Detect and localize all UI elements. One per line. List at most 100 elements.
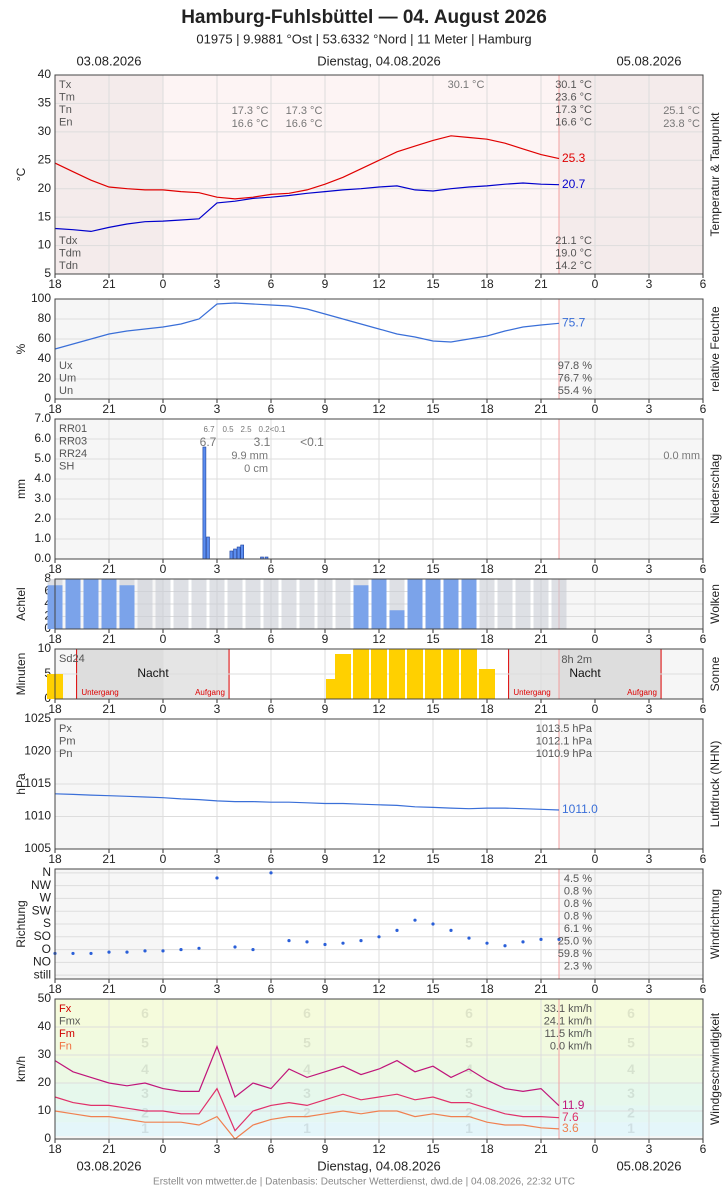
x-tick-label: 0 xyxy=(592,1142,599,1156)
y-tick-label: 35 xyxy=(38,96,52,110)
x-tick-label: 3 xyxy=(214,982,221,996)
night-shade xyxy=(559,419,703,559)
beaufort-label: 1 xyxy=(627,1120,635,1136)
stat-label: RR03 xyxy=(59,435,87,447)
note: 30.1 °C xyxy=(448,79,485,91)
cloud-background xyxy=(497,579,513,629)
beaufort-label: 2 xyxy=(627,1105,635,1121)
y-tick-label: 15 xyxy=(38,209,52,223)
x-tick-label: 3 xyxy=(646,277,653,291)
x-tick-label: 15 xyxy=(426,562,440,576)
stat-label: 30.1 °C xyxy=(555,79,592,91)
stat-label: Un xyxy=(59,385,73,397)
series-line xyxy=(54,1044,560,1107)
x-tick-label: 12 xyxy=(372,277,386,291)
y-tick-label: S xyxy=(43,916,51,930)
stat-label: 55.4 % xyxy=(558,385,592,397)
point xyxy=(395,928,399,932)
x-tick-label: 6 xyxy=(268,277,275,291)
x-tick-label: 21 xyxy=(534,702,548,716)
x-tick-label: 18 xyxy=(48,632,62,646)
x-tick-label: 3 xyxy=(646,702,653,716)
point xyxy=(161,949,165,953)
bar xyxy=(461,579,477,629)
note: Aufgang xyxy=(627,688,657,697)
x-tick-label: 18 xyxy=(480,632,494,646)
x-tick-label: 12 xyxy=(372,402,386,416)
point xyxy=(467,936,471,940)
date-left: 03.08.2026 xyxy=(76,53,141,68)
x-tick-label: 0 xyxy=(160,562,167,576)
x-tick-label: 21 xyxy=(102,277,116,291)
x-tick-label: 18 xyxy=(480,562,494,576)
y-tick-label: still xyxy=(34,967,51,981)
point xyxy=(269,871,273,875)
bar xyxy=(425,579,441,629)
plot-frame xyxy=(54,868,704,980)
x-tick-label: 6 xyxy=(700,702,707,716)
stat-label: 19.0 °C xyxy=(555,247,592,259)
x-tick-label: 21 xyxy=(102,852,116,866)
bar xyxy=(479,669,495,699)
bar xyxy=(83,579,99,629)
x-tick-label: 0 xyxy=(160,1142,167,1156)
point xyxy=(125,950,129,954)
point xyxy=(215,876,219,880)
x-tick-label: 3 xyxy=(646,562,653,576)
point xyxy=(503,944,507,948)
x-tick-label: 9 xyxy=(322,277,329,291)
cloud-background xyxy=(299,579,315,629)
point xyxy=(107,950,111,954)
point xyxy=(557,937,561,941)
note: 8h 2m xyxy=(561,654,592,666)
bar xyxy=(425,649,441,699)
beaufort-label: 4 xyxy=(627,1061,635,1077)
side-label: Sonne xyxy=(708,656,722,691)
y-tick-label: NW xyxy=(31,878,52,892)
point xyxy=(413,918,417,922)
point xyxy=(287,939,291,943)
stat-label: 33.1 km/h xyxy=(544,1003,592,1015)
end-label: 25.3 xyxy=(562,151,586,165)
bar xyxy=(371,649,387,699)
note: 16.6 °C xyxy=(286,118,323,130)
note: 0.5 xyxy=(222,425,234,434)
end-label: 75.7 xyxy=(562,315,586,329)
y-axis-label: Richtung xyxy=(14,900,28,947)
point xyxy=(89,951,93,956)
y-tick-label: 60 xyxy=(38,331,52,345)
y-tick-label: 1010 xyxy=(24,809,51,823)
note: 2.5 xyxy=(240,425,252,434)
x-tick-label: 6 xyxy=(268,852,275,866)
bar xyxy=(202,446,207,560)
x-tick-label: 6 xyxy=(268,562,275,576)
stat-label: Tn xyxy=(59,104,72,116)
x-tick-label: 21 xyxy=(102,1142,116,1156)
x-tick-label: 18 xyxy=(48,277,62,291)
stat-label: 59.8 % xyxy=(558,948,592,960)
stat-label: 21.1 °C xyxy=(555,235,592,247)
x-tick-label: 21 xyxy=(534,562,548,576)
beaufort-label: 6 xyxy=(141,1005,149,1021)
bar xyxy=(389,649,405,699)
x-tick-label: 6 xyxy=(268,702,275,716)
side-label: relative Feuchte xyxy=(708,306,722,392)
x-tick-label: 0 xyxy=(160,277,167,291)
bar xyxy=(65,579,81,629)
x-tick-label: 6 xyxy=(268,632,275,646)
note: Nacht xyxy=(569,666,601,680)
y-tick-label: 10 xyxy=(38,238,52,252)
stat-label: 76.7 % xyxy=(558,372,592,384)
y-tick-label: 100 xyxy=(31,291,51,305)
date-center: Dienstag, 04.08.2026 xyxy=(317,53,441,68)
x-tick-label: 21 xyxy=(102,632,116,646)
note: 0 cm xyxy=(244,463,268,475)
x-tick-label: 9 xyxy=(322,1142,329,1156)
x-tick-label: 21 xyxy=(534,277,548,291)
x-tick-label: 18 xyxy=(480,277,494,291)
y-tick-label: 7.0 xyxy=(34,411,51,425)
stat-label: Sd24 xyxy=(59,653,85,665)
cloud-background xyxy=(209,579,225,629)
x-tick-label: 3 xyxy=(214,1142,221,1156)
